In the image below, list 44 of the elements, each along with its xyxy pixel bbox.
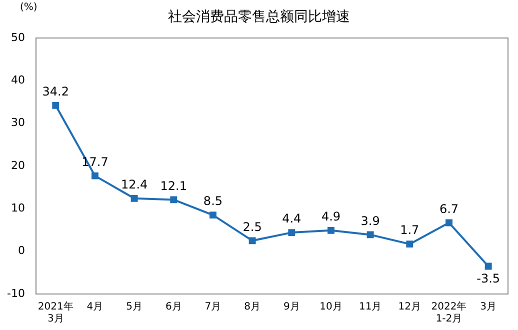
x-tick-label: 2022年 1-2月 [431, 300, 467, 325]
point [366, 231, 374, 238]
data-label: 34.2 [42, 84, 69, 99]
data-label: 6.7 [439, 202, 459, 216]
x-tick-label: 6月 [165, 302, 182, 313]
point [288, 229, 296, 236]
data-label: 1.7 [400, 223, 420, 238]
data-label: 8.5 [203, 194, 223, 208]
y-tick-label: 0 [18, 244, 25, 258]
y-tick-label: 20 [10, 158, 25, 172]
x-tick-label: 8月 [244, 302, 261, 313]
y-tick-label: 50 [10, 30, 25, 44]
data-label: 3.9 [360, 214, 380, 228]
x-tick-label: 2021年 3月 [38, 300, 74, 325]
y-tick-label: 40 [10, 74, 25, 87]
y-tick-label: 10 [10, 202, 25, 215]
point [484, 262, 492, 270]
x-tick-label: 11月 [358, 302, 382, 313]
point [248, 237, 256, 244]
chart-title: 社会消费品零售总额同比增速 [168, 9, 350, 25]
data-label: 12.4 [120, 178, 148, 192]
point [52, 102, 60, 109]
data-label: 4.4 [282, 212, 302, 226]
data-label: 12.1 [160, 178, 187, 193]
data-label: -3.5 [476, 271, 500, 286]
x-tick-label: 3月 [480, 302, 497, 313]
data-label: 2.5 [242, 220, 262, 234]
x-tick-label: 9月 [283, 302, 300, 313]
x-tick-label: 10月 [320, 302, 342, 313]
point [406, 240, 414, 248]
point [170, 196, 178, 204]
point [130, 194, 138, 202]
point [91, 172, 98, 180]
point [328, 226, 334, 234]
x-tick-label: 5月 [126, 302, 142, 313]
y-tick-label: -10 [7, 286, 25, 300]
x-tick-label: 12月 [398, 302, 422, 313]
y-axis-title: (%) [20, 2, 38, 13]
y-tick-label: 30 [10, 116, 25, 130]
point [210, 212, 216, 219]
data-label: 4.9 [321, 210, 341, 224]
x-tick-label: 4月 [86, 302, 104, 313]
x-tick-label: 7月 [204, 302, 222, 313]
point [446, 219, 452, 226]
